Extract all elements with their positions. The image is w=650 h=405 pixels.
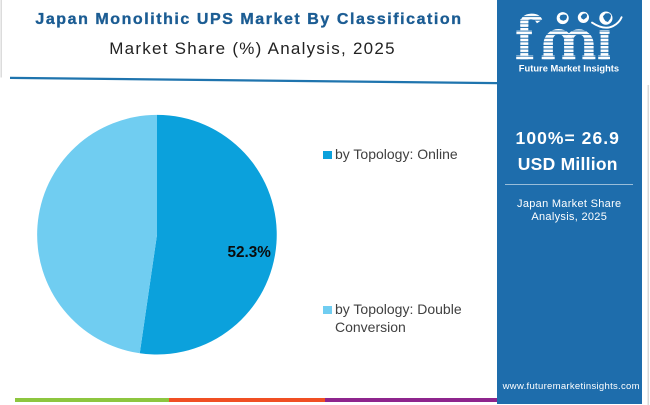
svg-text:Future Market Insights: Future Market Insights: [519, 63, 619, 73]
